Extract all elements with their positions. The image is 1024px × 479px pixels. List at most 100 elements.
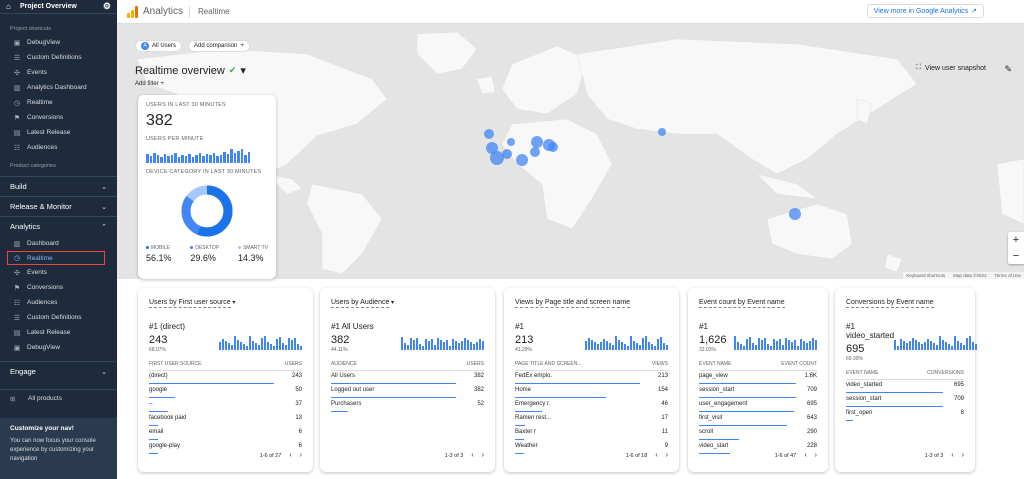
table-row[interactable]: first_visit 643: [699, 413, 817, 427]
dropdown-icon[interactable]: ▾: [230, 300, 236, 306]
shortcut-audiences[interactable]: ☷ Audiences: [0, 140, 117, 155]
chevron-left-icon[interactable]: ‹: [471, 452, 474, 459]
terms-link[interactable]: Terms of Use: [994, 273, 1021, 278]
category-analytics[interactable]: Analytics ⌃: [0, 216, 117, 236]
chevron-left-icon[interactable]: ‹: [951, 452, 954, 459]
category-release-monitor[interactable]: Release & Monitor ⌄: [0, 196, 117, 216]
card-sparkline[interactable]: [401, 336, 484, 350]
card-sparkline[interactable]: [219, 336, 302, 350]
add-filter-button[interactable]: Add filter +: [135, 81, 164, 87]
table-row[interactable]: Purchasers 52: [331, 399, 484, 413]
sparkline-bar: [300, 346, 302, 350]
view-more-ga-button[interactable]: View more in Google Analytics ↗: [866, 4, 984, 18]
table-row[interactable]: page_view 1.6K: [699, 371, 817, 385]
project-title[interactable]: Project Overview: [20, 3, 77, 10]
chevron-right-icon[interactable]: ›: [299, 452, 302, 459]
table-row[interactable]: Ramen rest... 17: [515, 413, 668, 427]
sidebar-item-audiences[interactable]: ☷ Audiences: [0, 295, 117, 310]
home-icon[interactable]: ⌂: [6, 2, 11, 11]
shortcut-realtime[interactable]: ◷ Realtime: [0, 95, 117, 110]
table-row[interactable]: first_open 8: [846, 408, 964, 422]
add-comparison-button[interactable]: Add comparison +: [188, 40, 250, 52]
table-row[interactable]: google-play 6: [149, 441, 302, 455]
sparkline-bar: [945, 342, 948, 350]
shortcut-analytics-dashboard[interactable]: ▥ Analytics Dashboard: [0, 80, 117, 95]
sparkline-bar: [746, 339, 748, 350]
sidebar-item-debugview[interactable]: ▣ DebugView: [0, 340, 117, 355]
chevron-right-icon[interactable]: ›: [961, 452, 964, 459]
table-row[interactable]: session_start 709: [699, 385, 817, 399]
zoom-out-button[interactable]: −: [1012, 250, 1020, 262]
sidebar-item-dashboard[interactable]: ▥ Dashboard: [0, 236, 117, 251]
sidebar-item-conversions[interactable]: ⚑ Conversions: [0, 280, 117, 295]
external-link-icon: ↗: [971, 8, 977, 15]
device-donut-chart[interactable]: [179, 183, 235, 239]
zoom-in-button[interactable]: +: [1012, 234, 1020, 246]
sidebar-item-latest-release[interactable]: ▤ Latest Release: [0, 325, 117, 340]
sidebar-item-realtime[interactable]: ◷ Realtime: [7, 251, 105, 265]
chevron-left-icon[interactable]: ‹: [655, 452, 658, 459]
shortcut-conversions[interactable]: ⚑ Conversions: [0, 110, 117, 125]
category-build[interactable]: Build ⌄: [0, 176, 117, 196]
sidebar-item-events[interactable]: ✣ Events: [0, 265, 117, 280]
table-row[interactable]: session_start 709: [846, 394, 964, 408]
category-engage[interactable]: Engage ⌄: [0, 361, 117, 381]
tv-value: 14.3%: [237, 253, 264, 263]
gear-icon[interactable]: ⚙: [102, 1, 111, 11]
table-row[interactable]: (direct) 243: [149, 371, 302, 385]
view-user-snapshot-button[interactable]: ⛶ View user snapshot: [916, 64, 986, 72]
chevron-right-icon[interactable]: ›: [665, 452, 668, 459]
table-row[interactable]: Home 154: [515, 385, 668, 399]
chevron-right-icon[interactable]: ›: [814, 452, 817, 459]
card-sparkline[interactable]: [894, 336, 978, 350]
table-row[interactable]: Weather 9: [515, 441, 668, 455]
sparkline-bar: [264, 336, 266, 350]
card-sparkline[interactable]: [585, 336, 668, 350]
table-row[interactable]: Emergency r. 46: [515, 399, 668, 413]
shortcut-label: Analytics Dashboard: [27, 84, 87, 91]
sidebar-item-custom-definitions[interactable]: ☰ Custom Definitions: [0, 310, 117, 325]
keyboard-shortcuts-link[interactable]: Keyboard shortcuts: [906, 273, 946, 278]
header-divider: [189, 5, 191, 18]
chip-label: All Users: [152, 43, 177, 49]
card-title[interactable]: Users by First user source: [149, 299, 231, 308]
project-header[interactable]: ⌂ Project Overview ⚙: [0, 0, 117, 14]
table-row[interactable]: user_engagement 695: [699, 399, 817, 413]
table-row[interactable]: – 37: [149, 399, 302, 413]
shortcut-label: Audiences: [27, 144, 58, 151]
card-title[interactable]: Views by Page title and screen name: [515, 299, 631, 308]
card-rows: (direct) 243 google 50 – 37 facebook paid 13 ema…: [149, 371, 302, 455]
table-row[interactable]: facebook paid 13: [149, 413, 302, 427]
shortcut-debugview[interactable]: ▣ DebugView: [0, 35, 117, 50]
table-row[interactable]: Baxter r 11: [515, 427, 668, 441]
card-sparkline[interactable]: [734, 336, 817, 350]
chevron-left-icon[interactable]: ‹: [289, 452, 292, 459]
all-products-link[interactable]: ⊞ All products: [0, 389, 117, 407]
row-label: google-play: [149, 443, 181, 449]
card-title[interactable]: Event count by Event name: [699, 299, 785, 308]
card-title[interactable]: Users by Audience: [331, 299, 390, 308]
table-row[interactable]: FedEx emplo. 213: [515, 371, 668, 385]
table-row[interactable]: All Users 382: [331, 371, 484, 385]
dropdown-icon[interactable]: ▾: [240, 65, 246, 77]
card-title[interactable]: Conversions by Event name: [846, 299, 934, 308]
table-row[interactable]: video_start 228: [699, 441, 817, 455]
table-row[interactable]: email 6: [149, 427, 302, 441]
table-row[interactable]: scroll 290: [699, 427, 817, 441]
edit-icon[interactable]: ✎: [1004, 64, 1012, 74]
table-row[interactable]: Logged out user 382: [331, 385, 484, 399]
row-label: scroll: [699, 429, 714, 435]
shortcut-custom-definitions[interactable]: ☰ Custom Definitions: [0, 50, 117, 65]
row-bar: [515, 410, 543, 412]
sparkline-bar: [279, 337, 281, 350]
shortcut-latest-release[interactable]: ▤ Latest Release: [0, 125, 117, 140]
users-per-minute-chart[interactable]: [146, 147, 268, 163]
chevron-right-icon[interactable]: ›: [481, 452, 484, 459]
chevron-left-icon[interactable]: ‹: [804, 452, 807, 459]
all-users-chip[interactable]: A All Users: [135, 40, 183, 52]
table-row[interactable]: google 50: [149, 385, 302, 399]
dropdown-icon[interactable]: ▾: [389, 300, 395, 306]
sparkline-bar: [285, 345, 287, 350]
shortcut-events[interactable]: ✣ Events: [0, 65, 117, 80]
table-row[interactable]: video_started 695: [846, 380, 964, 394]
